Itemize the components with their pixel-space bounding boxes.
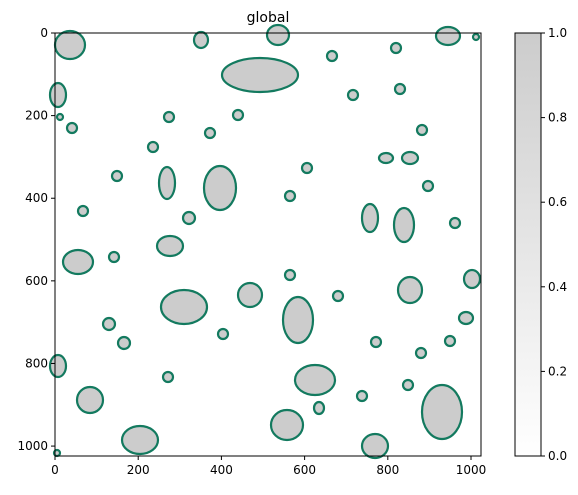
- y-tick-label: 0: [40, 26, 48, 40]
- image-area: [55, 33, 481, 456]
- y-tick-label: 600: [25, 274, 48, 288]
- x-tick-label: 600: [293, 463, 316, 477]
- y-tick-label: 800: [25, 356, 48, 370]
- colorbar: [514, 32, 542, 457]
- blobs: [48, 23, 482, 460]
- colorbar-tick-label: 0.0: [548, 449, 567, 463]
- colorbar-tick-label: 0.6: [548, 195, 567, 209]
- x-tick-label: 200: [127, 463, 150, 477]
- y-tick-label: 400: [25, 191, 48, 205]
- y-tick-label: 1000: [17, 439, 48, 453]
- x-tick-label: 0: [51, 463, 59, 477]
- x-tick-label: 1000: [456, 463, 487, 477]
- colorbar-tick-label: 0.8: [548, 111, 567, 125]
- x-tick-label: 400: [210, 463, 233, 477]
- colorbar-tick-label: 0.2: [548, 364, 567, 378]
- y-tick-label: 200: [25, 109, 48, 123]
- chart-title: global: [247, 10, 290, 26]
- colorbar-tick-label: 1.0: [548, 26, 567, 40]
- axes-frame: [54, 32, 482, 457]
- colorbar-tick-label: 0.4: [548, 280, 567, 294]
- x-tick-label: 800: [376, 463, 399, 477]
